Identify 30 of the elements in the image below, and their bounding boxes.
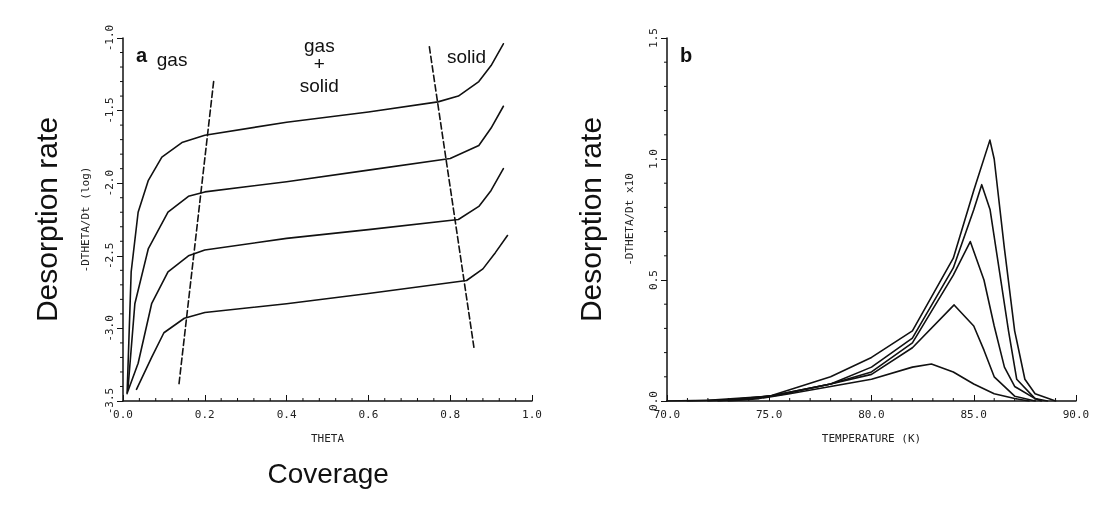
y-tick-label: 1.0 — [647, 149, 660, 169]
x-tick-label: 0.0 — [113, 408, 133, 421]
y-axis-title: -DTHETA/Dt (log) — [79, 166, 92, 273]
x-tick-label: 0.6 — [358, 408, 379, 421]
text: Coverage — [267, 457, 389, 489]
x-tick-label: 1.0 — [522, 408, 542, 421]
x-tick-label: 75.0 — [756, 408, 783, 421]
y-tick-label: -1.5 — [103, 97, 116, 124]
chart-title: b — [680, 44, 693, 66]
y-tick-label: 1.5 — [647, 28, 660, 48]
text: Desorption rate — [29, 116, 63, 323]
chart-title: a — [136, 44, 148, 66]
y-tick-label: -3.0 — [103, 315, 116, 342]
x-axis-title: TEMPERATURE (K) — [821, 432, 922, 445]
x-tick-label: 90.0 — [1062, 408, 1090, 421]
y-axis-title: -DTHETA/Dt x10 — [623, 173, 636, 266]
x-tick-label: 0.2 — [194, 408, 215, 421]
x-tick-label: 0.8 — [440, 408, 461, 421]
annotation: gas — [156, 49, 188, 71]
y-tick-label: 0.5 — [647, 270, 660, 290]
x-axis-title: THETA — [310, 432, 345, 445]
annotation: solid — [447, 45, 487, 67]
x-tick-label: 0.4 — [276, 408, 297, 421]
y-tick-label: -1.0 — [103, 24, 116, 52]
y-tick-label: -2.0 — [103, 169, 116, 197]
x-tick-label: 85.0 — [960, 408, 987, 421]
annotation: solid — [299, 74, 339, 96]
text: Desorption rate — [573, 116, 607, 323]
y-tick-label: -2.5 — [103, 242, 116, 270]
x-tick-label: 80.0 — [858, 408, 885, 421]
